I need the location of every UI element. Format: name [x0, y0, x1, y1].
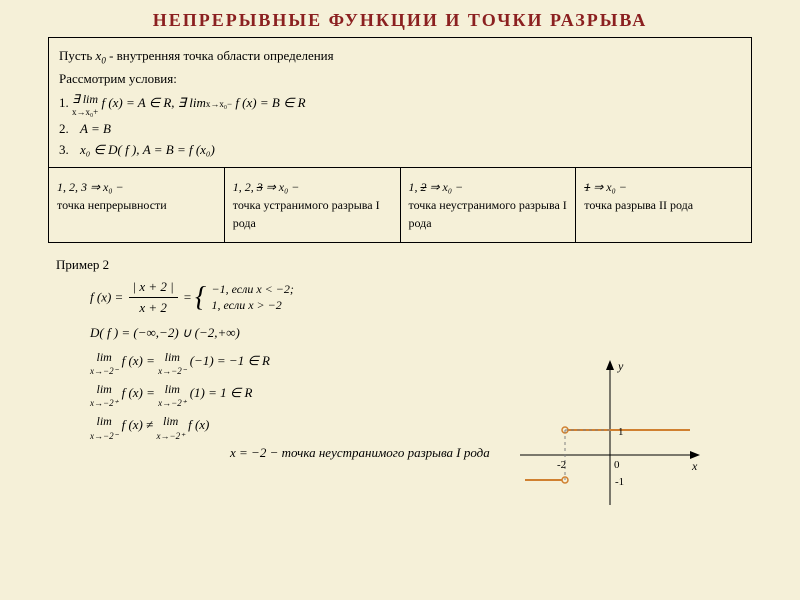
negone-label: -1 [615, 476, 624, 488]
t: lim [96, 350, 111, 364]
s: x→−2⁻ [90, 367, 118, 376]
condition-2: 2. A = B [59, 120, 741, 138]
num: 3. [59, 142, 69, 157]
case-2: 1, 2, 3 ⇒ x₀ − точка устранимого разрыва… [225, 168, 401, 242]
num: | x + 2 | [129, 277, 178, 299]
t: точка разрыва II рода [584, 198, 693, 212]
s: x→x₀+ [72, 108, 98, 117]
origin-label: 0 [614, 459, 620, 471]
example-label: Пример 2 [56, 257, 800, 273]
t: ⇒ x₀ − [263, 180, 300, 194]
t: 1, 2, [233, 180, 257, 194]
t: = [183, 289, 195, 304]
case-4: 1 ⇒ x₀ − точка разрыва II рода [576, 168, 751, 242]
condition-1: 1. ∃ limx→x₀+ f (x) = A ∈ R, ∃ limx→x₀− … [59, 91, 741, 117]
cases-row: 1, 2, 3 ⇒ x₀ − точка непрерывности 1, 2,… [49, 168, 751, 242]
s: x→−2⁺ [90, 399, 118, 408]
t: f (x) = B ∈ R [235, 95, 305, 110]
t: f (x) = [122, 353, 159, 368]
t: lim [165, 382, 180, 396]
page-title: НЕПРЕРЫВНЫЕ ФУНКЦИИ И ТОЧКИ РАЗРЫВА [0, 0, 800, 37]
intro-line-2: Рассмотрим условия: [59, 70, 741, 88]
s: x→−2⁻ [158, 367, 186, 376]
t: (1) = 1 ∈ R [190, 385, 253, 400]
s: x→−2⁺ [157, 432, 185, 441]
t: точка устранимого разрыва I рода [233, 198, 380, 230]
num: 2. [59, 121, 69, 136]
y-label: y [617, 359, 624, 373]
t: 1, если x > −2 [212, 298, 282, 312]
t: lim [163, 414, 178, 428]
t: f (x) ≠ [122, 417, 157, 432]
intro-line-1: Пусть x0 - внутренняя точка области опре… [59, 47, 741, 67]
t: f (x) = [122, 385, 159, 400]
t: 1, [409, 180, 421, 194]
den: x + 2 [129, 298, 178, 319]
t: точка непрерывности [57, 198, 167, 212]
t: f (x) = A ∈ R, ∃ lim [101, 95, 205, 110]
t: lim [96, 414, 111, 428]
x-label: x [691, 459, 698, 473]
neg2-label: -2 [557, 459, 566, 471]
condition-3: 3. x₀ ∈ D( f ), A = B = f (x₀) [59, 141, 741, 159]
s: x→−2⁺ [158, 399, 186, 408]
s: x→−2⁻ [90, 432, 118, 441]
fx-definition: f (x) = | x + 2 |x + 2 = { −1, если x < … [90, 277, 800, 320]
txt: Пусть [59, 48, 96, 63]
case-1: 1, 2, 3 ⇒ x₀ − точка непрерывности [49, 168, 225, 242]
t: lim [165, 350, 180, 364]
one-label: 1 [618, 426, 624, 438]
case-3: 1, 2 ⇒ x₀ − точка неустранимого разрыва … [401, 168, 577, 242]
t: f (x) = [90, 289, 127, 304]
t: ∃ lim [72, 92, 98, 106]
t: A = B [80, 121, 111, 136]
t: ⇒ x₀ − [590, 180, 627, 194]
t: lim [96, 382, 111, 396]
t: f (x) [188, 417, 209, 432]
t: ⇒ x₀ − [427, 180, 464, 194]
s: x→x₀− [206, 99, 232, 109]
t: (−1) = −1 ∈ R [190, 353, 270, 368]
t: −1, если x < −2; [212, 282, 294, 296]
domain-line: D( f ) = (−∞,−2) ∪ (−2,+∞) [90, 323, 800, 344]
t: точка неустранимого разрыва I рода [409, 198, 567, 230]
theory-top: Пусть x0 - внутренняя точка области опре… [49, 38, 751, 168]
num: 1. [59, 95, 69, 110]
txt: - внутренняя точка области определения [106, 48, 334, 63]
theory-box: Пусть x0 - внутренняя точка области опре… [48, 37, 752, 243]
t: A = B = f (x₀) [143, 142, 215, 157]
t: x₀ ∈ D( f ), [80, 142, 140, 157]
t: 1, 2, 3 ⇒ x₀ − [57, 180, 124, 194]
graph: y x 0 -2 1 -1 [510, 355, 710, 525]
